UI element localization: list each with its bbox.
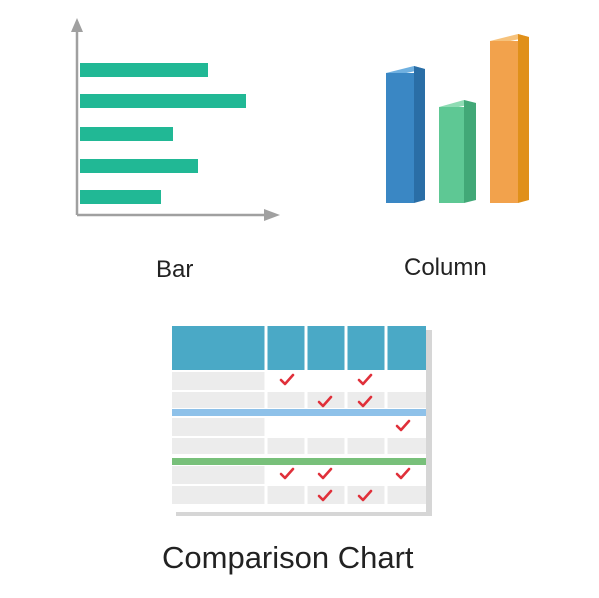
table-blue-line (172, 409, 426, 416)
table-green-line (172, 458, 426, 465)
column-label: Column (404, 254, 487, 281)
table-header (172, 326, 426, 370)
comparison-chart-label: Comparison Chart (162, 540, 414, 575)
bar-5 (80, 190, 161, 204)
table-row (172, 438, 426, 454)
table-row (172, 372, 266, 390)
column-3-side (518, 34, 529, 203)
x-axis-arrow (264, 209, 280, 221)
column-chart-tile[interactable]: Column (370, 25, 540, 290)
comparison-table-icon (172, 326, 432, 516)
column-1-side (414, 66, 425, 203)
column-3-front (490, 41, 518, 203)
y-axis-arrow (71, 18, 83, 32)
check-mark-icon (279, 373, 411, 502)
table-row (172, 486, 426, 504)
table-row (172, 418, 266, 436)
bar-chart-icon (71, 18, 280, 221)
column-chart-icon (386, 34, 529, 203)
column-1-front (386, 73, 414, 203)
bar-label: Bar (156, 256, 194, 283)
column-2-front (439, 107, 464, 203)
bar-2 (80, 94, 246, 108)
bar-1 (80, 63, 208, 77)
comparison-chart-tile[interactable]: Comparison Chart (150, 320, 460, 590)
table-row (172, 392, 426, 408)
bar-4 (80, 159, 198, 173)
column-2-side (464, 100, 476, 203)
table-row (172, 466, 266, 484)
bar-3 (80, 127, 173, 141)
bar-chart-tile[interactable]: Bar (50, 10, 300, 290)
